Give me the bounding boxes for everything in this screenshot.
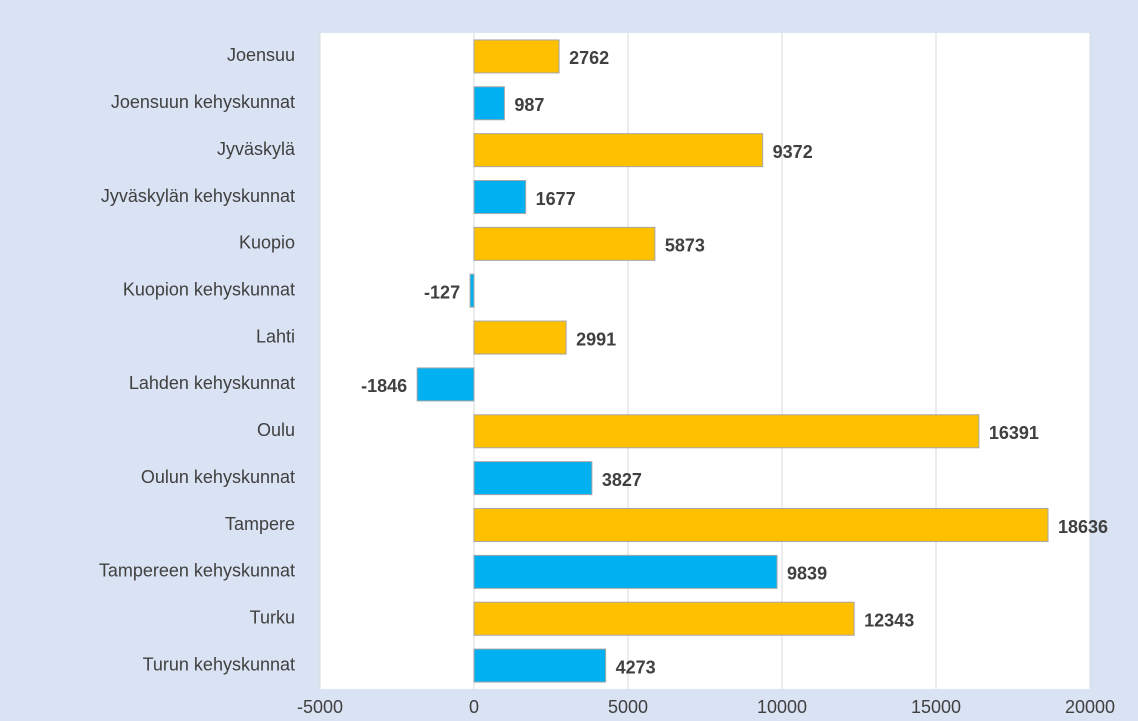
value-label: 9372 xyxy=(773,142,813,162)
value-label: 9839 xyxy=(787,564,827,584)
y-tick-label: Jyväskylä xyxy=(217,139,296,159)
bar xyxy=(473,320,567,355)
bar xyxy=(473,86,505,121)
y-tick-label: Jyväskylän kehyskunnat xyxy=(101,186,295,206)
x-tick-label: 20000 xyxy=(1065,697,1115,717)
value-label: 3827 xyxy=(602,470,642,490)
y-tick-label: Lahden kehyskunnat xyxy=(129,373,295,393)
bar xyxy=(473,180,527,214)
y-tick-label: Kuopio xyxy=(239,233,295,253)
bar xyxy=(473,414,980,449)
bar xyxy=(473,461,593,496)
y-tick-label: Turku xyxy=(250,607,295,627)
value-label: 2991 xyxy=(576,329,616,349)
bar xyxy=(416,367,475,402)
y-tick-label: Joensuun kehyskunnat xyxy=(111,92,295,112)
y-tick-label: Tampereen kehyskunnat xyxy=(99,561,295,581)
plot-area xyxy=(320,33,1090,689)
y-tick-label: Joensuu xyxy=(227,45,295,65)
value-label: 5873 xyxy=(665,236,705,256)
value-label: 2762 xyxy=(569,48,609,68)
y-tick-label: Turun kehyskunnat xyxy=(143,654,295,674)
bar xyxy=(473,226,656,261)
x-tick-label: 5000 xyxy=(608,697,648,717)
value-label: 12343 xyxy=(864,610,914,630)
value-label: 18636 xyxy=(1058,517,1108,537)
value-label: -127 xyxy=(424,282,460,302)
value-label: -1846 xyxy=(361,376,407,396)
value-label: 16391 xyxy=(989,423,1039,443)
value-label: 987 xyxy=(514,95,544,115)
bar xyxy=(473,554,778,589)
x-tick-label: 10000 xyxy=(757,697,807,717)
bar xyxy=(473,39,560,74)
bar xyxy=(469,273,475,308)
x-tick-label: 15000 xyxy=(911,697,961,717)
bar xyxy=(473,601,855,636)
y-tick-label: Lahti xyxy=(256,326,295,346)
y-tick-label: Kuopion kehyskunnat xyxy=(123,279,295,299)
y-tick-label: Oulun kehyskunnat xyxy=(141,467,295,487)
bar xyxy=(473,648,607,683)
value-label: 4273 xyxy=(616,657,656,677)
bar xyxy=(473,133,764,168)
bar xyxy=(473,508,1049,542)
y-tick-label: Oulu xyxy=(257,420,295,440)
x-tick-label: 0 xyxy=(469,697,479,717)
value-label: 1677 xyxy=(536,189,576,209)
y-tick-label: Tampere xyxy=(225,514,295,534)
x-tick-label: -5000 xyxy=(297,697,343,717)
